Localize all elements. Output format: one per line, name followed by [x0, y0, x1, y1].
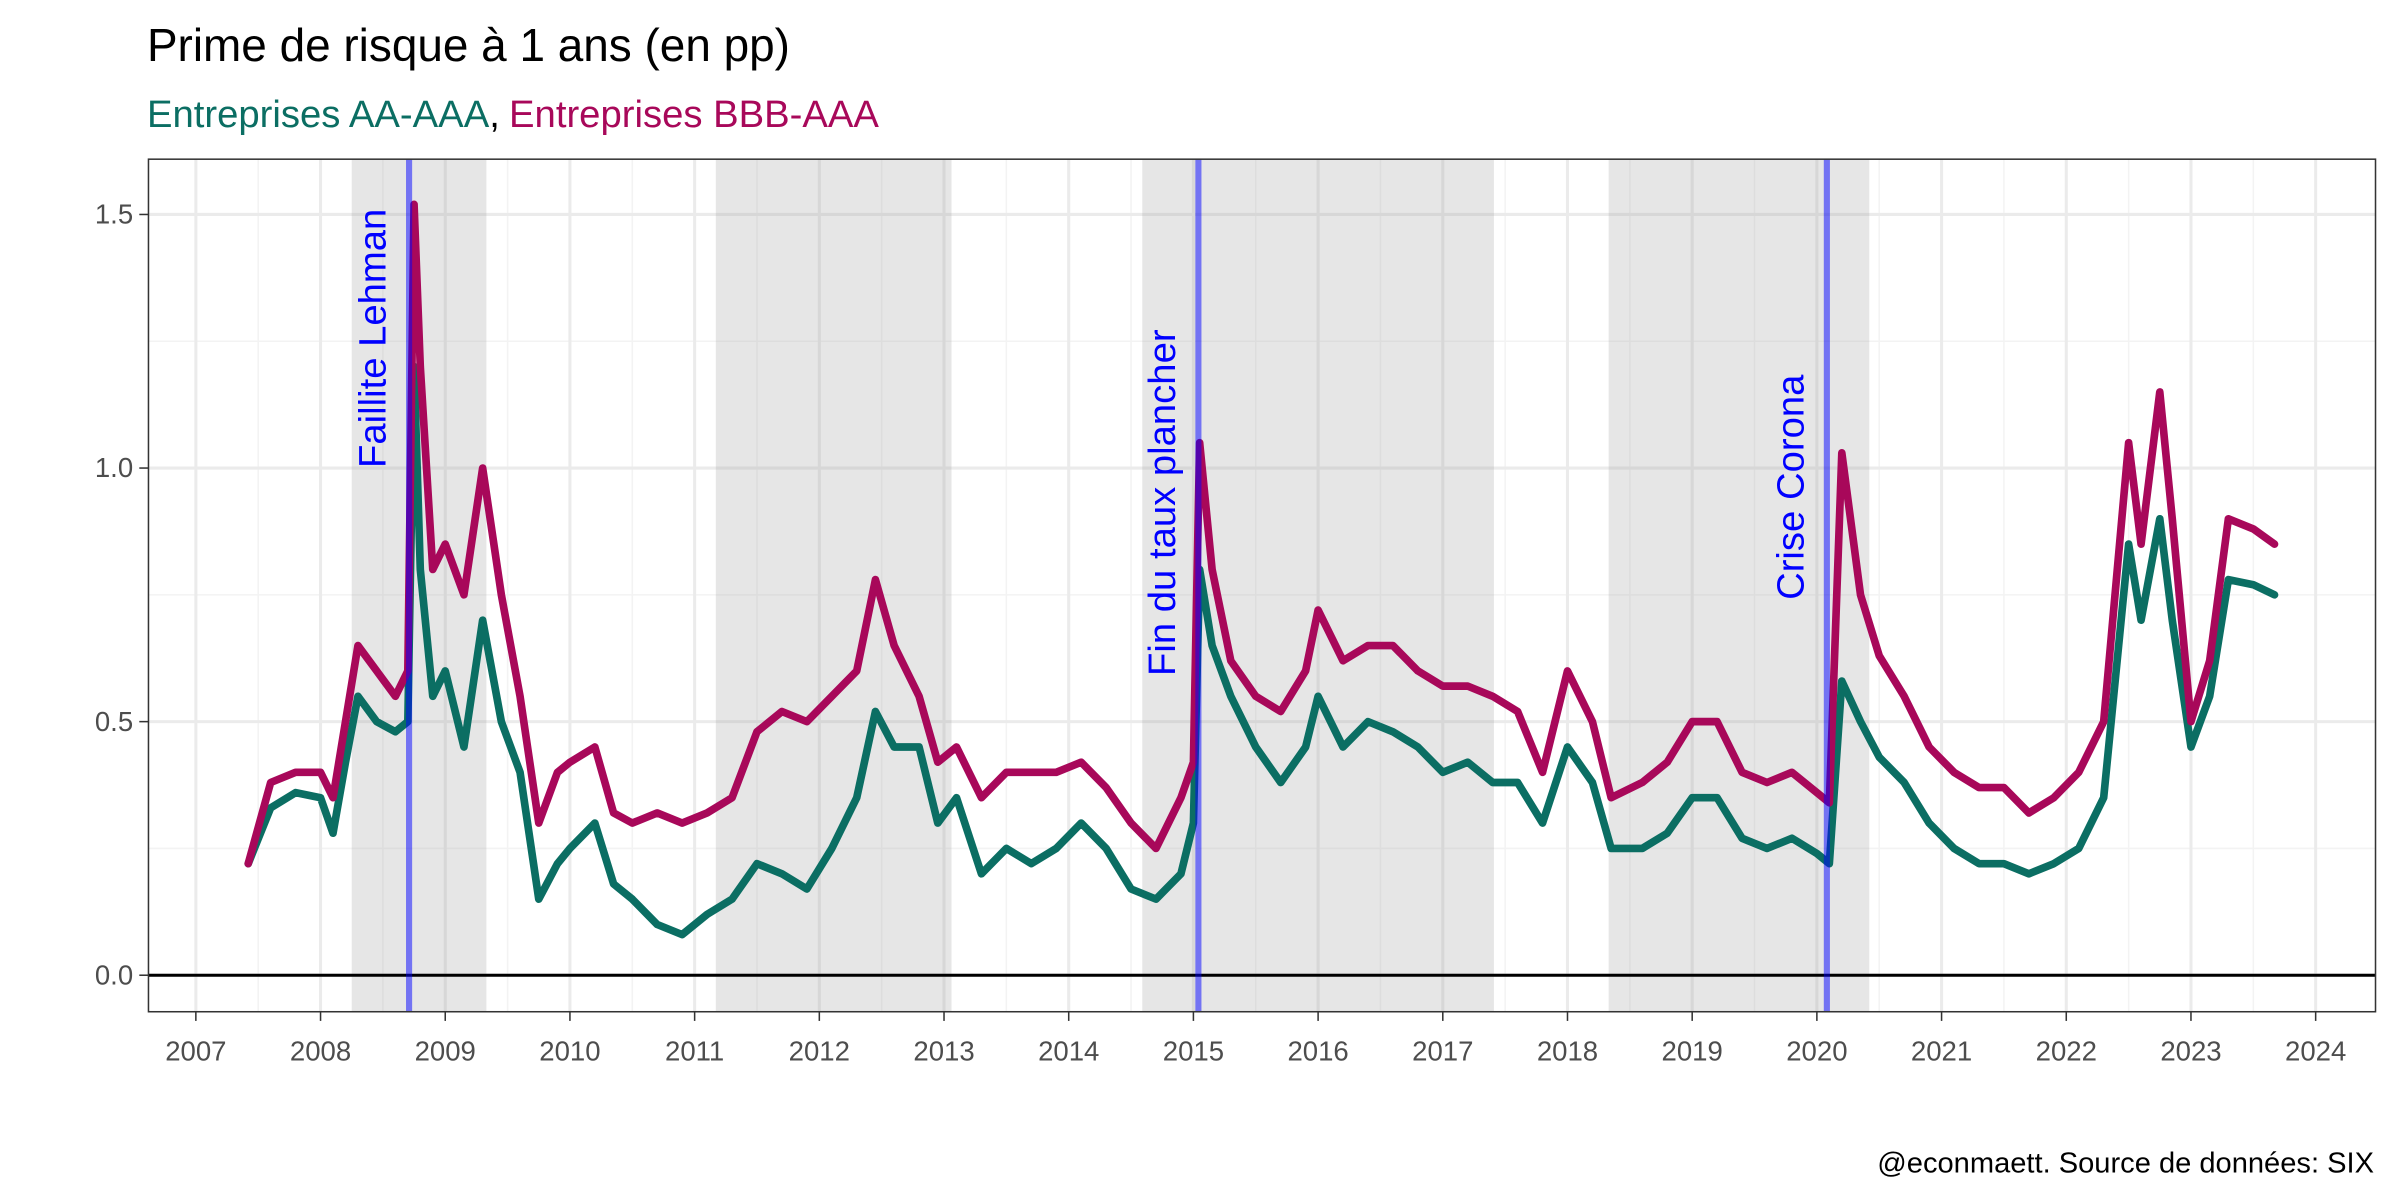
x-tick-label: 2009: [415, 1036, 476, 1067]
x-tick-label: 2016: [1287, 1036, 1348, 1067]
x-tick-label: 2015: [1163, 1036, 1224, 1067]
shaded-period: [715, 159, 952, 1012]
legend-entry: Entreprises AA-AAA: [147, 93, 490, 136]
x-tick-label: 2013: [913, 1036, 974, 1067]
x-tick-label: 2008: [290, 1036, 351, 1067]
chart-title: Prime de risque à 1 ans (en pp): [147, 19, 790, 71]
caption: @econmaett. Source de données: SIX: [1877, 1147, 2374, 1179]
x-tick-label: 2022: [2036, 1036, 2097, 1067]
shaded-period: [1608, 159, 1870, 1012]
x-tick-label: 2021: [1911, 1036, 1972, 1067]
x-tick-label: 2012: [789, 1036, 850, 1067]
event-label: Fin du taux plancher: [1141, 329, 1184, 676]
x-tick-label: 2024: [2285, 1036, 2346, 1067]
x-tick-label: 2011: [665, 1036, 724, 1067]
subtitle-separator: ,: [489, 93, 500, 136]
x-tick-label: 2014: [1038, 1036, 1099, 1067]
y-tick-label: 1.0: [95, 452, 133, 483]
x-tick-label: 2023: [2160, 1036, 2221, 1067]
subtitle: Entreprises AA-AAA, Entreprises BBB-AAA: [147, 93, 879, 136]
legend-entry: Entreprises BBB-AAA: [509, 93, 879, 136]
event-label: Faillite Lehman: [352, 209, 395, 468]
y-tick-label: 0.5: [95, 706, 133, 737]
x-tick-label: 2007: [165, 1036, 226, 1067]
event-label: Crise Corona: [1769, 374, 1812, 600]
x-tick-label: 2010: [539, 1036, 600, 1067]
y-tick-label: 0.0: [95, 959, 133, 990]
plot-border: [147, 158, 2377, 1013]
x-tick-label: 2017: [1412, 1036, 1473, 1067]
x-tick-label: 2018: [1537, 1036, 1598, 1067]
x-tick-label: 2019: [1662, 1036, 1723, 1067]
y-tick-label: 1.5: [95, 199, 133, 230]
x-tick-label: 2020: [1786, 1036, 1847, 1067]
